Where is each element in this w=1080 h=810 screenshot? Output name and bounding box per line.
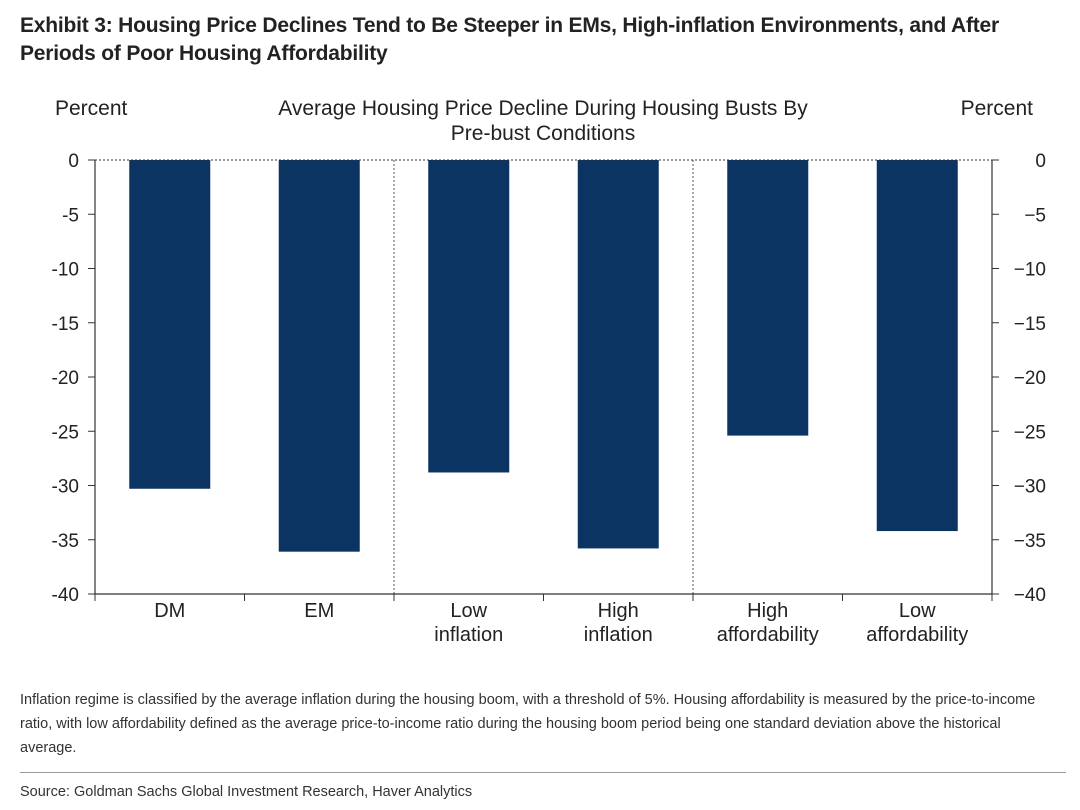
y-tick-label-left: -10 [52,260,79,281]
y-tick-label-left: -15 [52,314,79,335]
y-tick-label-left: -20 [52,368,79,389]
y-tick-label-left: -5 [62,205,79,226]
x-tick-label: inflation [434,624,503,646]
y-tick-label-right: −15 [1014,314,1046,335]
y-tick-label-right: 0 [1035,151,1046,172]
footnote: Inflation regime is classified by the av… [20,692,1036,756]
bar [727,160,809,436]
y-tick-label-right: −20 [1014,368,1046,389]
chart-title-line: Pre-bust Conditions [451,122,635,145]
chart-title-line: Average Housing Price Decline During Hou… [278,97,808,120]
source-note: Source: Goldman Sachs Global Investment … [20,784,473,800]
y-tick-label-left: -25 [52,422,79,443]
bar [876,160,958,532]
x-tick-label: Low [899,600,936,622]
x-tick-label: DM [154,600,185,622]
y-tick-label-right: −35 [1014,531,1046,552]
x-tick-label: inflation [584,624,653,646]
y-tick-label-left: -40 [52,585,79,606]
x-tick-label: affordability [717,624,819,646]
bar [428,160,510,473]
bar-chart: Percent Percent Average Housing Price Decl… [52,97,1046,646]
y-tick-label-right: −25 [1014,422,1046,443]
bar [278,160,360,552]
x-tick-label: High [747,600,788,622]
x-tick-label: affordability [866,624,968,646]
y-axis-label-right: Percent [961,97,1034,120]
divider [20,772,1066,773]
y-tick-label-right: −40 [1014,585,1046,606]
bar [577,160,659,549]
x-tick-label: High [598,600,639,622]
x-tick-label: Low [450,600,487,622]
y-tick-label-right: −10 [1014,260,1046,281]
y-tick-label-left: -30 [52,477,79,498]
x-tick-label: EM [304,600,334,622]
y-tick-label-left: -35 [52,531,79,552]
y-tick-label-right: −30 [1014,477,1046,498]
y-tick-label-left: 0 [68,151,79,172]
bar [129,160,211,489]
exhibit-title: Exhibit 3: Housing Price Declines Tend t… [20,14,1000,65]
y-axis-label-left: Percent [55,97,128,120]
y-tick-label-right: −5 [1024,205,1046,226]
